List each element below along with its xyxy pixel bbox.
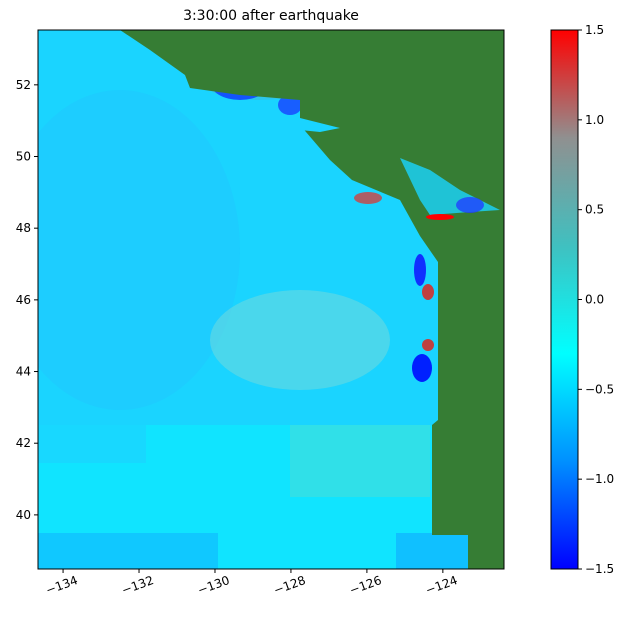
map-field <box>38 30 504 569</box>
y-tick-label: 52 <box>16 78 31 92</box>
x-tick-label: −130 <box>196 573 232 597</box>
y-tick-label: 50 <box>16 150 31 164</box>
x-tick-label: −134 <box>44 573 80 597</box>
colorbar-tick-label: 1.5 <box>585 23 604 37</box>
y-tick-label: 44 <box>16 365 31 379</box>
x-tick-label: −132 <box>120 573 156 597</box>
y-tick-label: 40 <box>16 508 31 522</box>
colorbar-tick-label: 0.0 <box>585 293 604 307</box>
colorbar-tick-label: −1.5 <box>585 562 614 576</box>
colorbar <box>550 29 579 570</box>
x-tick-label: −124 <box>424 573 460 597</box>
y-tick-label: 48 <box>16 221 31 235</box>
y-tick-label: 42 <box>16 436 31 450</box>
chart-title: 3:30:00 after earthquake <box>183 8 359 24</box>
y-tick-label: 46 <box>16 293 31 307</box>
colorbar-tick-label: 0.5 <box>585 203 604 217</box>
colorbar-tick-label: −1.0 <box>585 472 614 486</box>
x-tick-label: −128 <box>272 573 308 597</box>
colorbar-tick-label: −0.5 <box>585 382 614 396</box>
x-tick-label: −126 <box>348 573 384 597</box>
colorbar-tick-label: 1.0 <box>585 113 604 127</box>
